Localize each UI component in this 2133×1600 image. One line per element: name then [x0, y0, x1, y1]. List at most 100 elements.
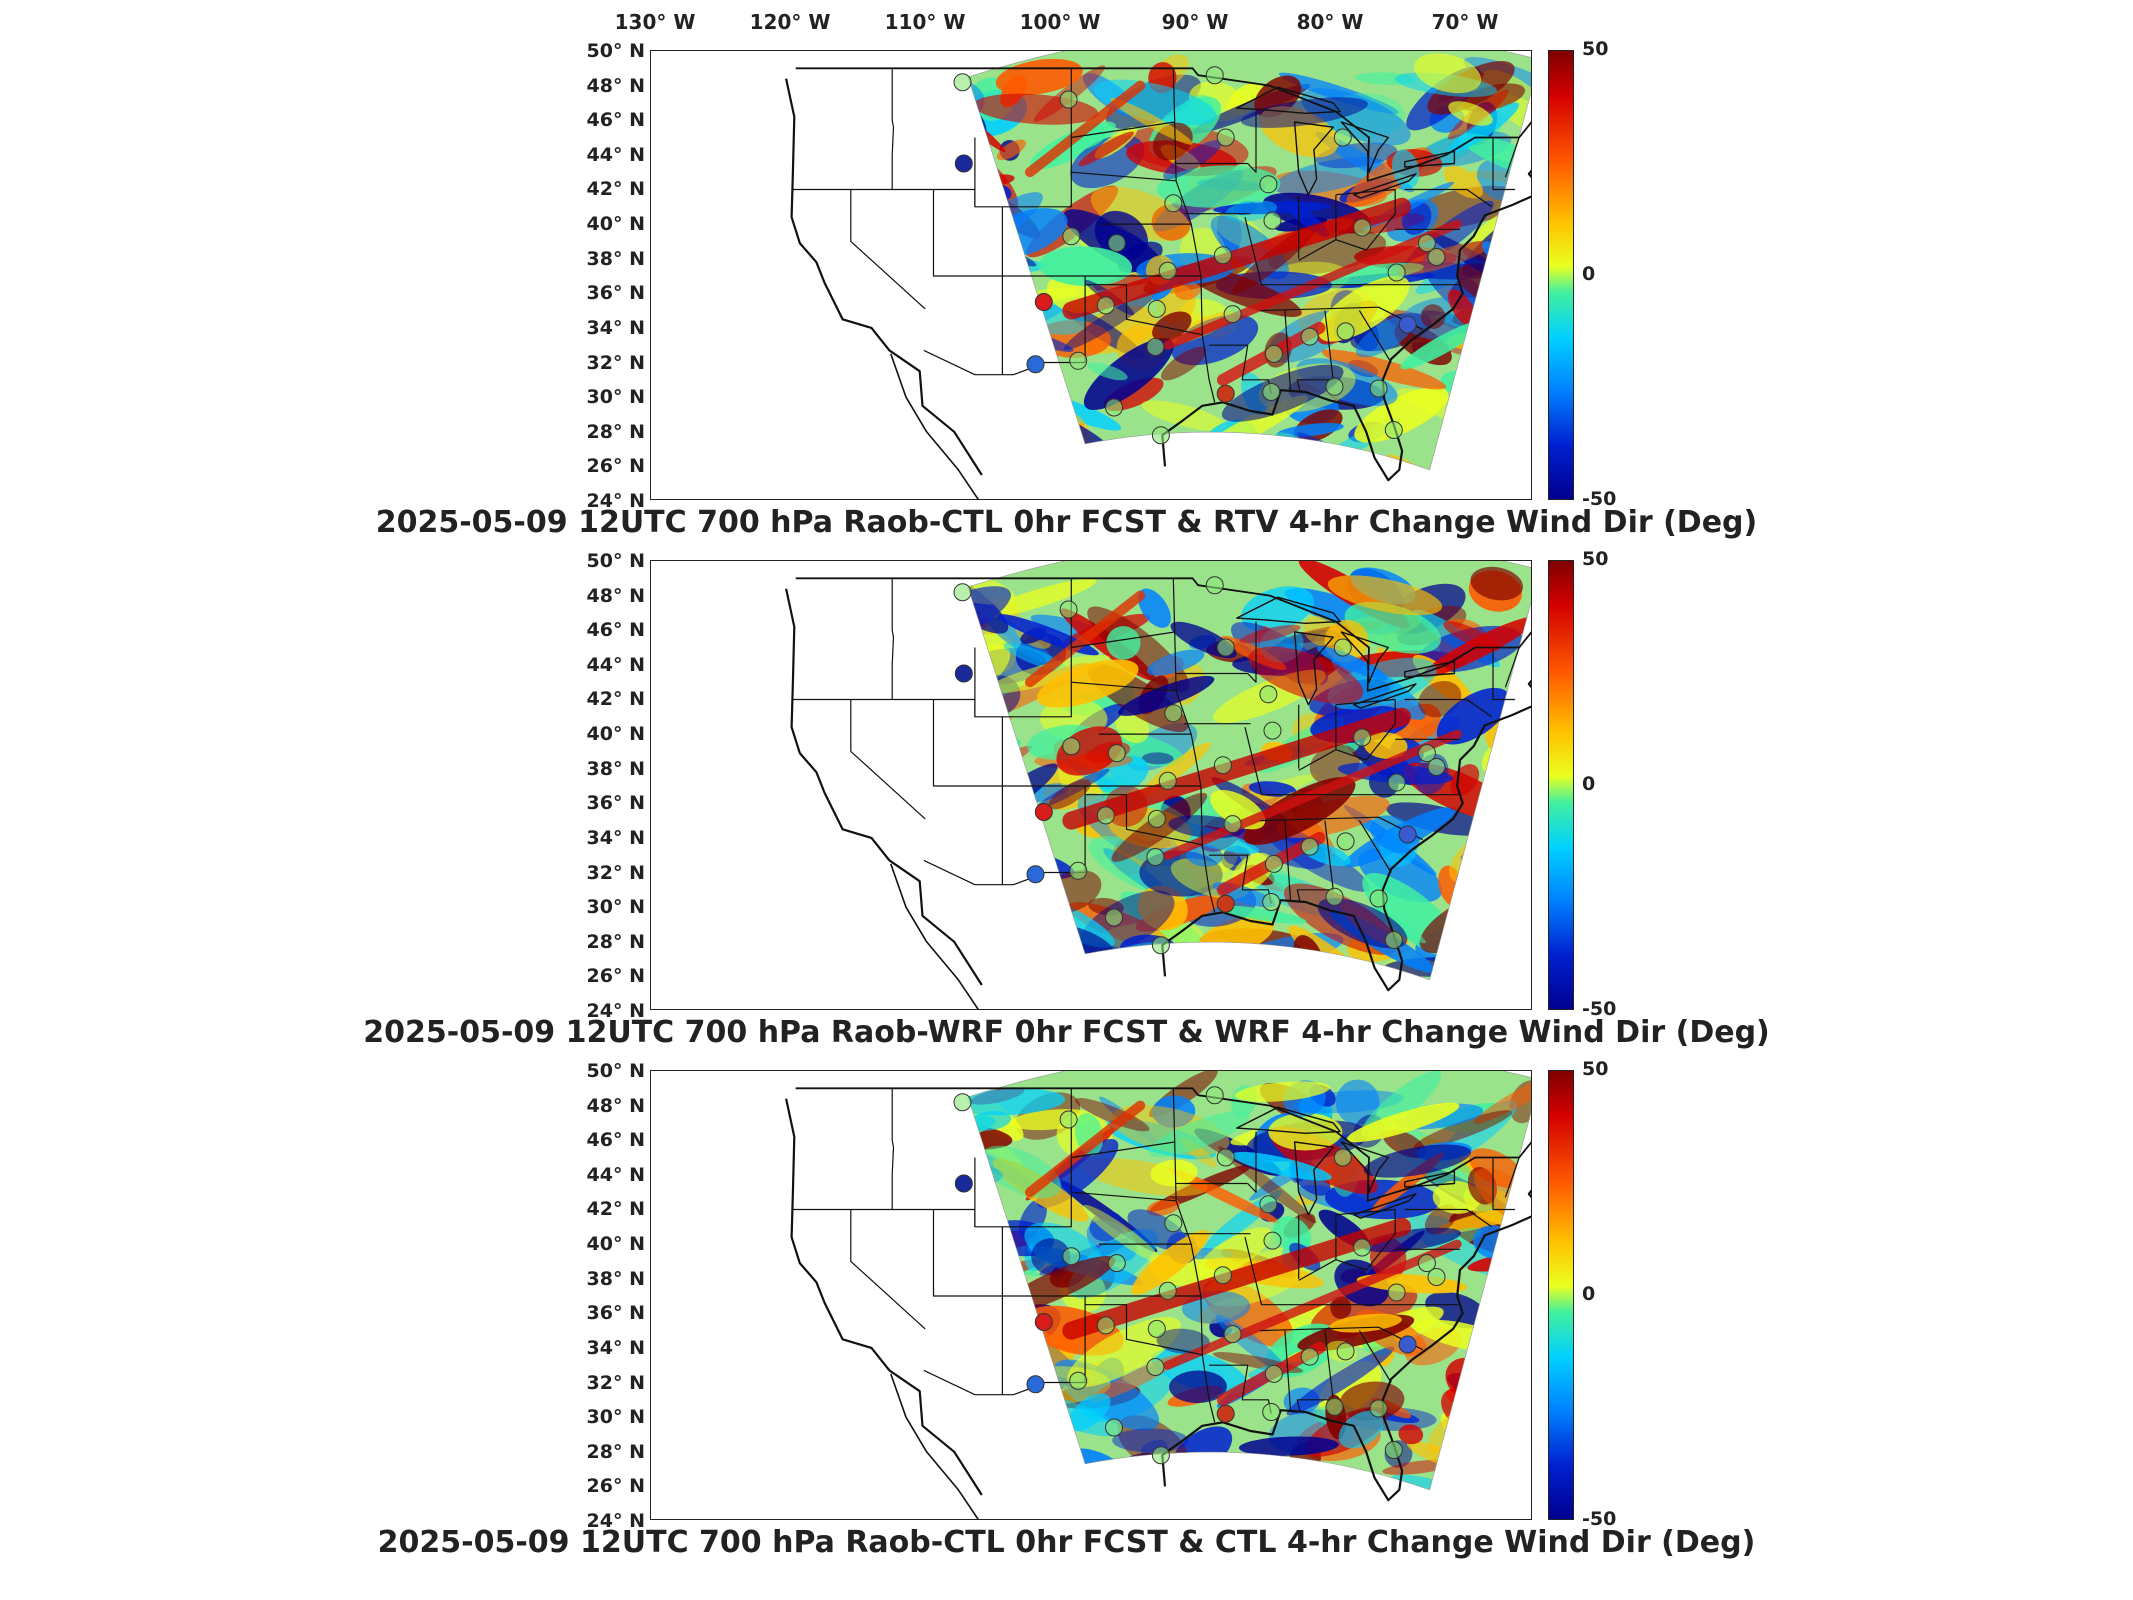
lat-label: 36° N: [586, 792, 645, 815]
state-border: [891, 68, 895, 190]
coastline: [1161, 169, 1531, 482]
field-blob: [1085, 448, 1124, 470]
field-blob: [1137, 588, 1171, 628]
lat-label: 38° N: [586, 757, 645, 780]
state-border: [1071, 1191, 1177, 1202]
raob-station-marker: [1105, 398, 1123, 417]
field-blob: [900, 103, 939, 147]
state-border: [1284, 1330, 1292, 1411]
state-border: [1492, 137, 1516, 191]
field-blob: [1001, 959, 1079, 980]
country-border: [795, 1087, 1531, 1202]
raob-station-marker: [1333, 128, 1352, 147]
lat-label: 38° N: [586, 1267, 645, 1290]
field-blob: [968, 1328, 1017, 1364]
field-blob: [967, 812, 992, 829]
field-blob: [967, 363, 1003, 385]
field-blob: [893, 339, 928, 363]
raob-station-marker: [1353, 218, 1372, 237]
field-blob: [1141, 742, 1211, 796]
field-blob: [969, 794, 1018, 813]
lat-label: 40° N: [586, 723, 645, 746]
lake-outline: [1404, 1170, 1456, 1188]
field-blob: [1224, 200, 1278, 222]
raob-station-marker: [1325, 377, 1344, 396]
field-blob: [986, 1463, 1015, 1487]
field-blob: [1146, 1198, 1181, 1216]
lat-label: 38° N: [586, 247, 645, 270]
field-blob: [1093, 79, 1217, 126]
field-blob: [1447, 399, 1507, 428]
raob-station-marker: [1325, 887, 1344, 906]
raob-station-marker: [1105, 1418, 1123, 1437]
raob-station-marker: [1107, 234, 1126, 253]
field-blob: [967, 771, 972, 814]
raob-station-marker: [1384, 931, 1403, 949]
field-blob: [1435, 1227, 1483, 1249]
field-blob: [1145, 445, 1179, 470]
state-border: [891, 578, 895, 700]
colorbar-tick-mid: 0: [1582, 773, 1596, 795]
field-blob: [1232, 1151, 1332, 1181]
colorbar: [1548, 1070, 1574, 1520]
state-border: [792, 68, 1072, 208]
state-border: [1404, 698, 1493, 718]
field-blob: [967, 311, 975, 339]
field-blob: [967, 217, 1003, 274]
lake-outline: [1404, 150, 1456, 168]
raob-station-marker: [1384, 1441, 1403, 1459]
lon-label: 130° W: [614, 10, 696, 34]
field-blob: [868, 285, 915, 326]
raob-station-marker: [1264, 1364, 1283, 1383]
raob-station-marker: [1216, 638, 1235, 657]
field-band: [1024, 590, 1146, 688]
field-blob: [1369, 815, 1420, 854]
field-blob: [967, 445, 984, 470]
field-blob: [967, 1247, 1005, 1287]
raob-station-marker: [1264, 344, 1283, 363]
model-domain-edge: [967, 1071, 1531, 1491]
raob-station-marker: [1262, 1403, 1281, 1421]
field-blob: [1346, 1102, 1460, 1143]
field-band: [1024, 1100, 1146, 1198]
colorbar: [1548, 50, 1574, 500]
raob-station-marker: [1417, 744, 1436, 763]
state-border: [1284, 820, 1292, 901]
lake-outline: [1293, 631, 1334, 706]
field-blob: [1486, 1287, 1531, 1341]
lat-label: 32° N: [586, 351, 645, 374]
field-blob: [967, 1412, 985, 1457]
state-border: [1247, 1131, 1257, 1193]
field-blob: [1241, 586, 1314, 632]
field-blob: [979, 578, 1097, 619]
field-blob: [1089, 1210, 1124, 1242]
lat-label: 46° N: [586, 619, 645, 642]
field-blob: [1443, 165, 1483, 199]
field-blob: [1080, 442, 1121, 470]
raob-station-marker: [1069, 351, 1088, 370]
map-panel-wrf: 50° N 48° N 46° N 44° N 42° N 40° N 38° N 36° N…: [0, 548, 2133, 1070]
lat-label: 40° N: [586, 213, 645, 236]
state-border: [1247, 621, 1257, 683]
lake-outline: [1236, 86, 1341, 114]
field-blob: [1420, 304, 1446, 329]
field-blob: [1286, 1346, 1395, 1416]
state-border: [1504, 647, 1520, 688]
field-blob: [967, 586, 1011, 650]
field-blob: [1137, 885, 1188, 931]
field-blob: [980, 919, 1007, 952]
field-blob: [904, 155, 937, 192]
field-blob: [1451, 1473, 1531, 1490]
state-border: [1085, 794, 1203, 846]
colorbar-tick-max: 50: [1582, 1058, 1609, 1080]
lat-label: 34° N: [586, 826, 645, 849]
map-frame: [650, 50, 1532, 500]
field-blob: [986, 964, 1043, 980]
field-blob: [856, 1427, 943, 1473]
field-blob: [967, 701, 1013, 722]
raob-station-marker: [1164, 704, 1183, 723]
field-blob: [871, 145, 941, 206]
map-canvas: [785, 51, 1531, 499]
field-blob: [1327, 575, 1443, 616]
raob-station-marker: [954, 664, 973, 683]
